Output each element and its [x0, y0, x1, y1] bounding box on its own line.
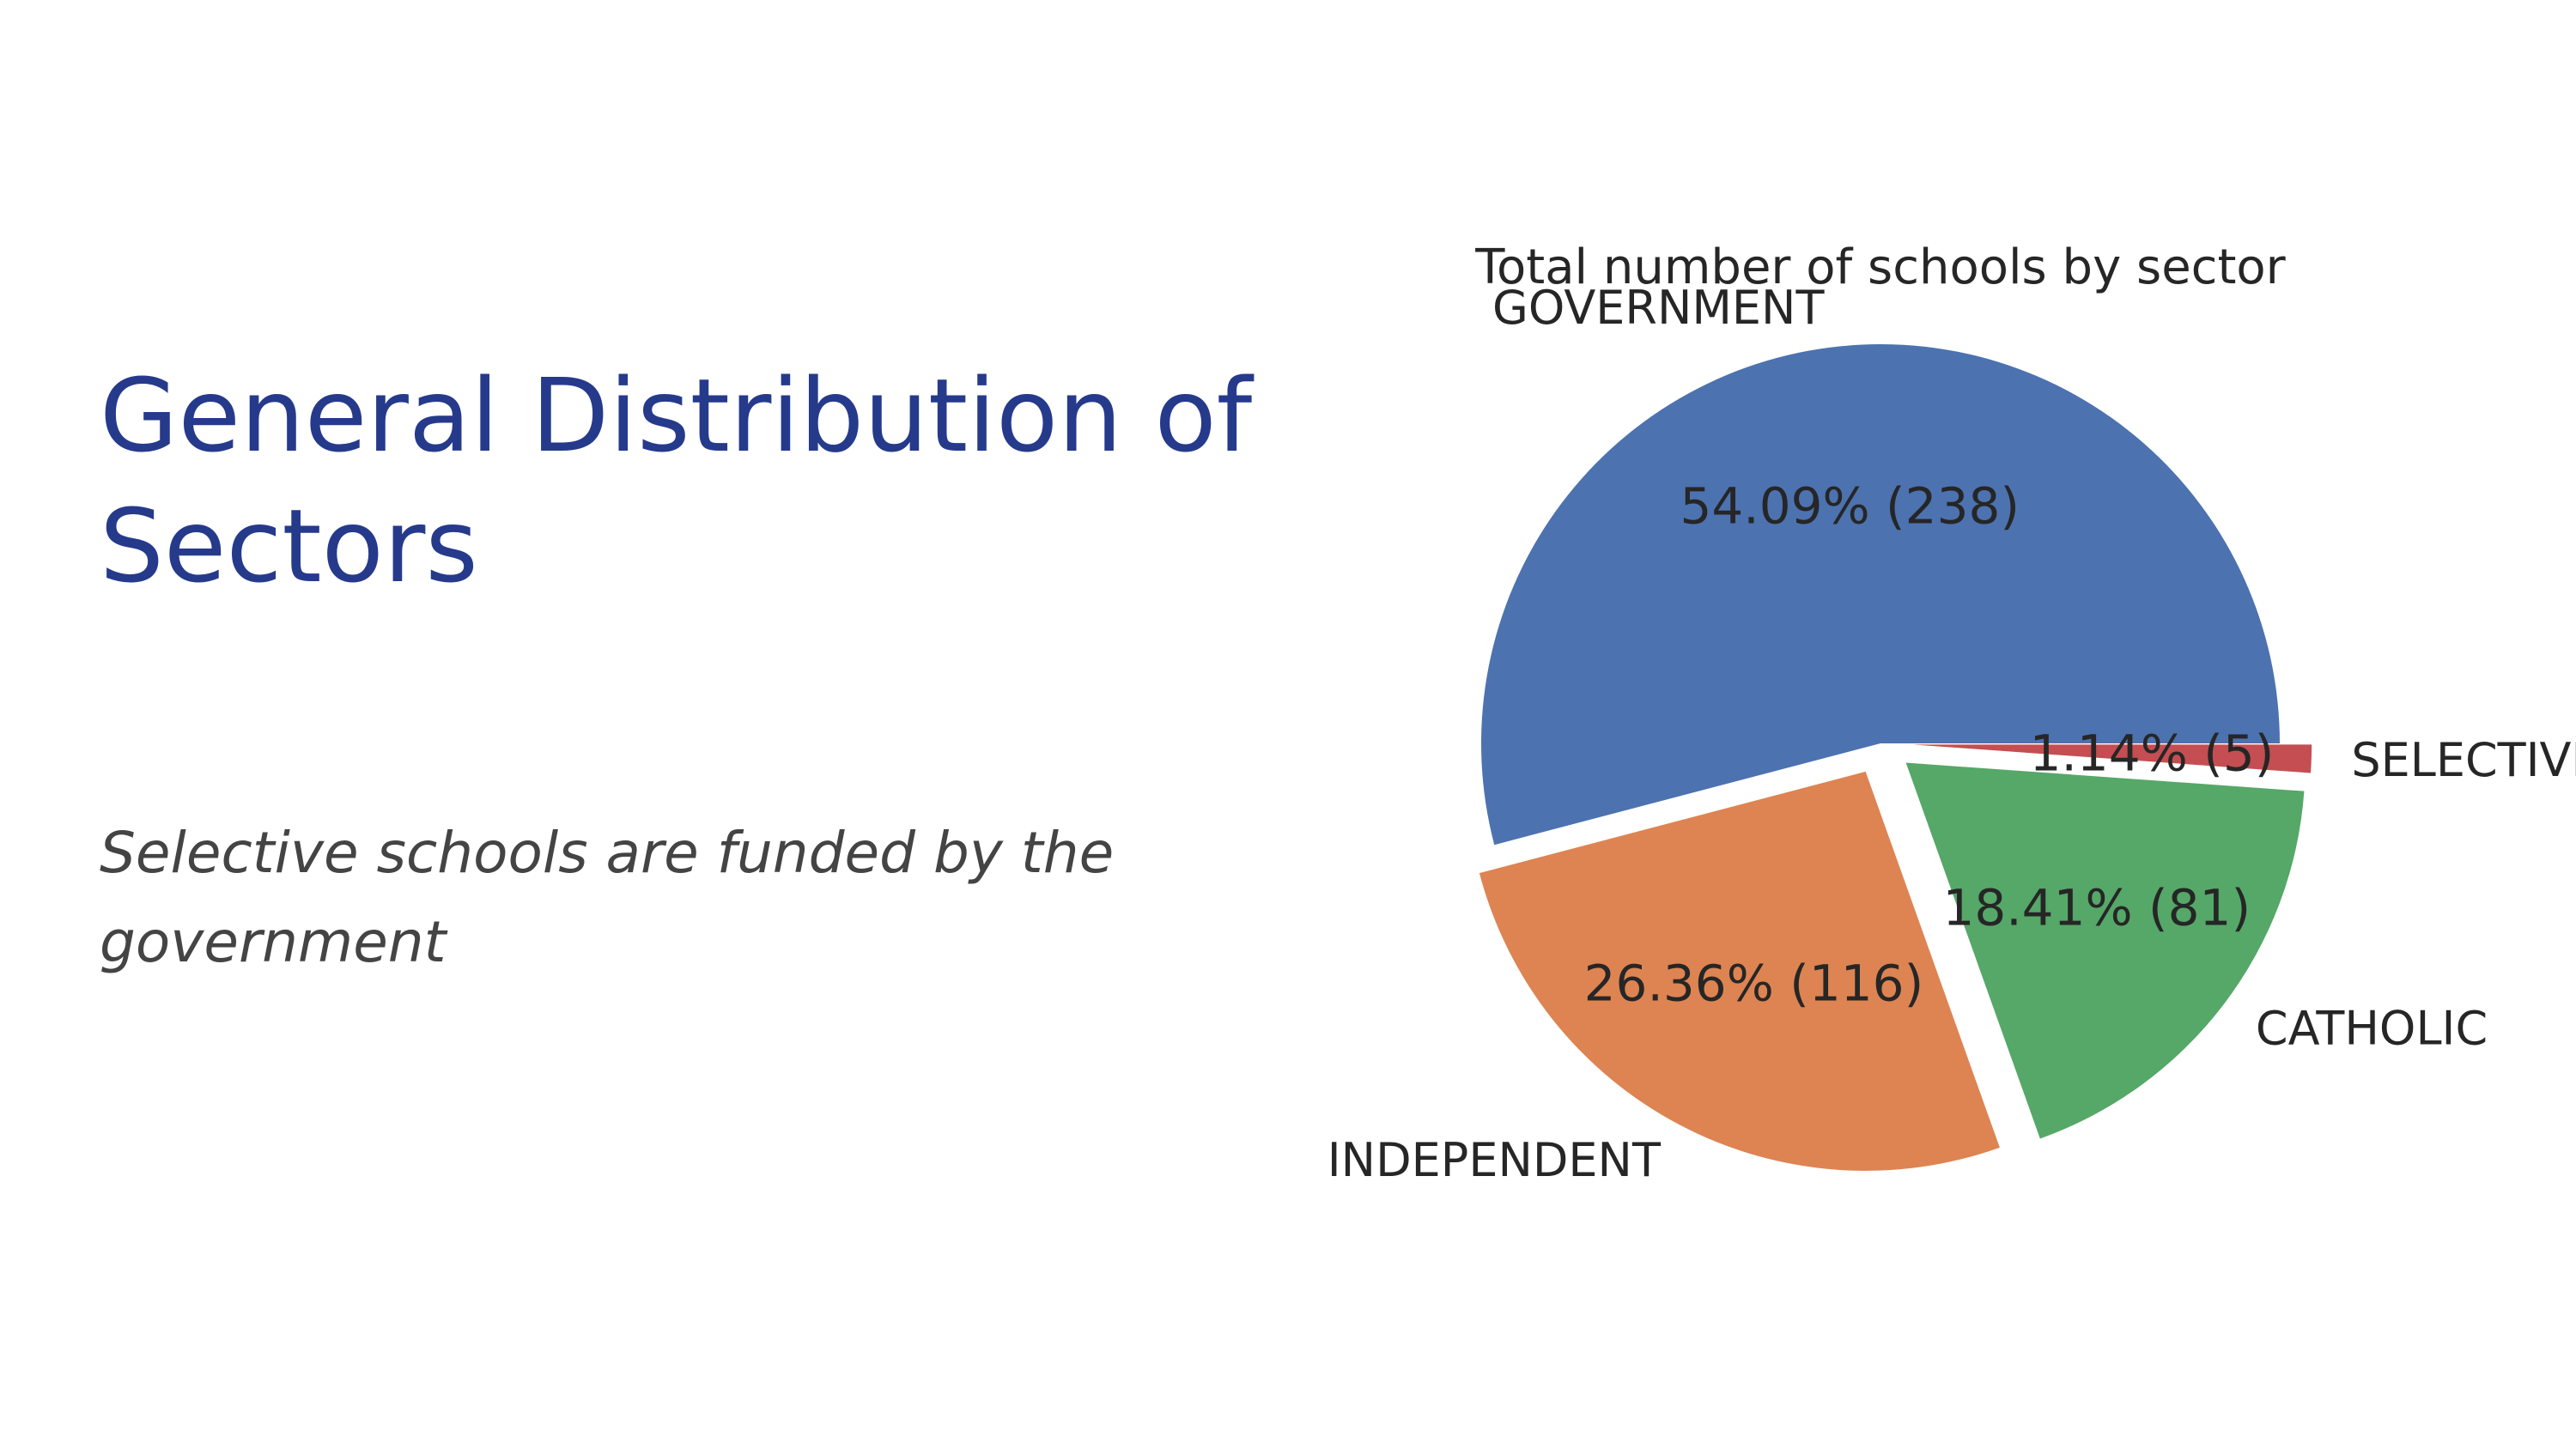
pie-slice-selective [1912, 744, 2312, 773]
pie-percent-labels: 54.09% (238) 26.36% (116) 18.41% (81) 1.14%… [1584, 476, 2275, 1012]
pie-percent-label-selective: 1.14% (5) [2030, 724, 2275, 782]
pie-slice-independent [1479, 771, 2000, 1171]
chart-title: Total number of schools by sector [1474, 239, 2286, 295]
pie-category-label-independent: INDEPENDENT [1327, 1133, 1662, 1187]
pie-category-labels: GOVERNMENT INDEPENDENT CATHOLIC SELECTIVE [1327, 281, 2576, 1187]
pie-slice-catholic [1905, 762, 2305, 1139]
pie-category-label-selective: SELECTIVE [2351, 733, 2576, 787]
slide-subtitle: Selective schools are funded by the gove… [100, 820, 1115, 975]
pie-slice-government [1481, 344, 2280, 846]
pie-percent-label-government: 54.09% (238) [1680, 476, 2020, 535]
pie-percent-label-independent: 26.36% (116) [1584, 955, 1924, 1013]
pie-category-label-catholic: CATHOLIC [2256, 1001, 2488, 1055]
pie-slices [1479, 344, 2312, 1171]
slide-title: General Distribution of Sectors [100, 356, 1253, 605]
pie-category-label-government: GOVERNMENT [1492, 281, 1825, 335]
pie-percent-label-catholic: 18.41% (81) [1942, 878, 2251, 937]
